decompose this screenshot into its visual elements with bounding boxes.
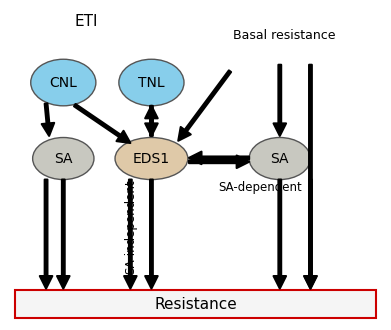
Text: TNL: TNL — [138, 76, 165, 89]
FancyArrowPatch shape — [304, 65, 317, 288]
FancyArrowPatch shape — [304, 180, 317, 288]
Ellipse shape — [33, 138, 94, 180]
FancyArrowPatch shape — [274, 65, 286, 136]
FancyArrowPatch shape — [124, 180, 136, 288]
FancyArrowPatch shape — [189, 155, 249, 168]
FancyArrowPatch shape — [178, 70, 231, 141]
Text: CNL: CNL — [49, 76, 77, 89]
FancyArrowPatch shape — [57, 180, 70, 288]
Ellipse shape — [31, 59, 96, 106]
FancyArrowPatch shape — [145, 106, 158, 136]
FancyArrowPatch shape — [145, 180, 158, 288]
Text: ETI: ETI — [75, 14, 98, 29]
Text: Basal resistance: Basal resistance — [233, 29, 335, 42]
Bar — [15, 289, 376, 318]
Text: SA-independent: SA-independent — [124, 179, 137, 274]
FancyArrowPatch shape — [40, 180, 52, 288]
FancyArrowPatch shape — [145, 106, 158, 136]
Text: SA-dependent: SA-dependent — [219, 181, 302, 194]
Ellipse shape — [119, 59, 184, 106]
Ellipse shape — [115, 138, 188, 180]
FancyArrowPatch shape — [42, 103, 54, 136]
Ellipse shape — [249, 138, 310, 180]
Text: EDS1: EDS1 — [133, 151, 170, 166]
Text: SA: SA — [271, 151, 289, 166]
FancyArrowPatch shape — [189, 152, 249, 164]
FancyArrowPatch shape — [74, 104, 130, 143]
Text: Resistance: Resistance — [154, 297, 237, 312]
Text: SA: SA — [54, 151, 73, 166]
FancyArrowPatch shape — [274, 180, 286, 288]
